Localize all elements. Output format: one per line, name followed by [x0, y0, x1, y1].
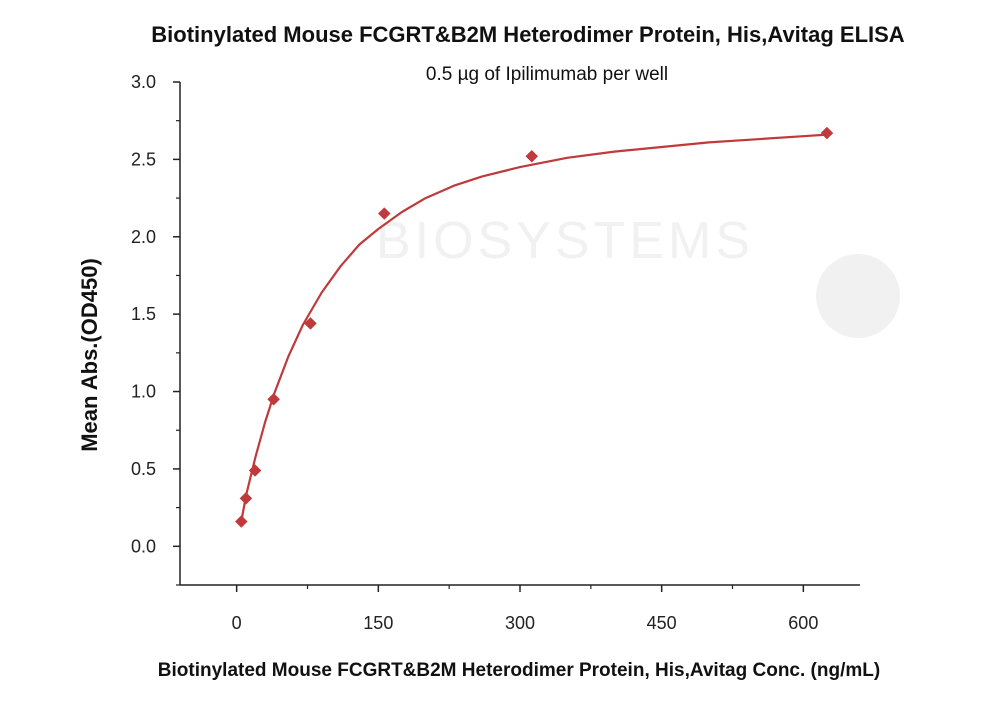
x-axis-title: Biotinylated Mouse FCGRT&B2M Heterodimer… — [158, 660, 880, 681]
chart-title: Biotinylated Mouse FCGRT&B2M Heterodimer… — [151, 22, 905, 47]
x-tick-label: 150 — [363, 613, 393, 633]
data-point — [304, 317, 317, 330]
y-tick-label: 2.0 — [131, 227, 156, 247]
data-point — [377, 207, 391, 220]
chart-subtitle: 0.5 µg of Ipilimumab per well — [426, 64, 668, 85]
watermark-text: BIOSYSTEMS — [376, 212, 754, 270]
data-point — [248, 464, 262, 477]
x-tick-label: 300 — [505, 613, 535, 633]
fit-curve-layer — [240, 133, 827, 522]
data-points — [234, 126, 834, 528]
x-tick-label: 0 — [232, 613, 242, 633]
data-point — [239, 491, 253, 505]
data-point — [525, 149, 539, 163]
y-tick-label: 1.5 — [131, 304, 156, 324]
y-ticks: 0.0 0.5 1.0 1.5 2.0 2.5 3.0 — [131, 72, 180, 586]
data-point — [267, 392, 280, 406]
x-ticks: 0 150 300 450 600 — [232, 585, 818, 633]
y-tick-label: 0.0 — [131, 536, 156, 556]
y-axis-title: Mean Abs.(OD450) — [77, 258, 102, 452]
fit-curve — [240, 133, 827, 522]
axes — [179, 82, 860, 586]
y-tick-label: 0.5 — [131, 459, 156, 479]
data-point — [820, 126, 834, 140]
y-tick-label: 1.0 — [131, 382, 156, 402]
y-tick-label: 2.5 — [131, 149, 156, 169]
x-tick-label: 450 — [647, 613, 677, 633]
y-tick-label: 3.0 — [131, 72, 156, 92]
data-point — [234, 515, 248, 528]
acro-watermark-logo — [816, 254, 900, 338]
x-tick-label: 600 — [788, 613, 818, 633]
